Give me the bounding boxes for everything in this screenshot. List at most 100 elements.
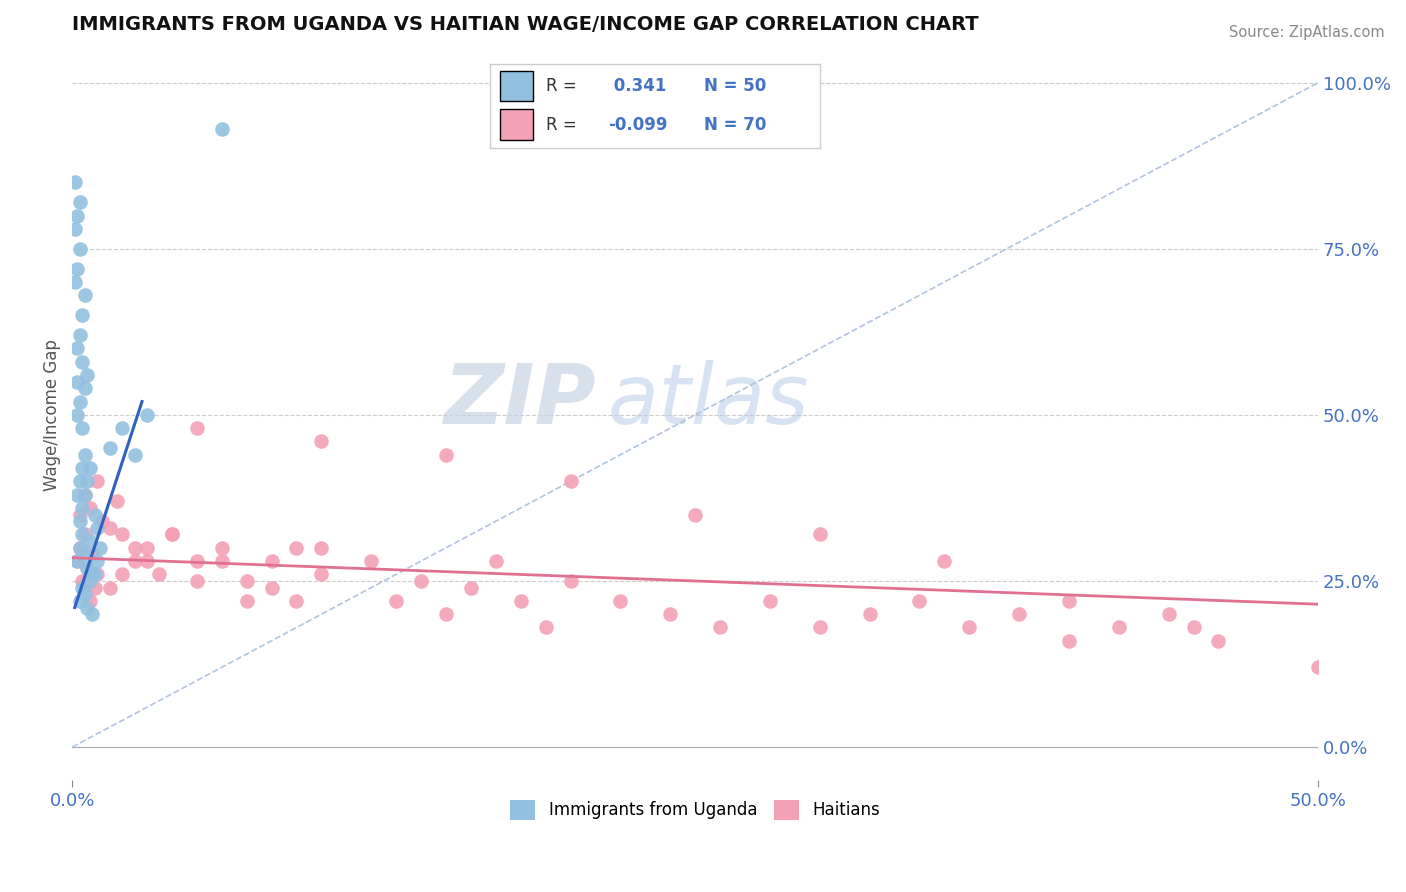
Point: [385, 594, 408, 608]
Point: [69, 508, 91, 522]
Point: [83, 508, 105, 522]
Point: [73, 487, 96, 501]
Point: [1008, 607, 1031, 622]
Point: [186, 554, 208, 568]
Point: [91, 514, 114, 528]
Point: [86, 567, 108, 582]
Point: [66, 554, 89, 568]
Point: [70, 421, 93, 435]
Point: [89, 541, 111, 555]
Point: [98, 521, 121, 535]
Point: [1182, 620, 1205, 634]
Point: [73, 548, 96, 562]
Point: [86, 475, 108, 489]
Point: [609, 594, 631, 608]
Point: [79, 461, 101, 475]
Text: IMMIGRANTS FROM UGANDA VS HAITIAN WAGE/INCOME GAP CORRELATION CHART: IMMIGRANTS FROM UGANDA VS HAITIAN WAGE/I…: [72, 15, 979, 34]
Point: [186, 574, 208, 588]
Point: [70, 527, 93, 541]
Point: [86, 554, 108, 568]
Point: [148, 567, 170, 582]
Point: [76, 600, 98, 615]
Point: [83, 581, 105, 595]
Point: [311, 434, 333, 449]
Point: [73, 527, 96, 541]
Point: [859, 607, 882, 622]
Point: [659, 607, 682, 622]
Point: [73, 448, 96, 462]
Point: [73, 381, 96, 395]
Point: [66, 342, 89, 356]
Point: [76, 560, 98, 574]
Point: [66, 261, 89, 276]
Point: [70, 308, 93, 322]
Point: [69, 541, 91, 555]
Point: [79, 534, 101, 549]
Point: [808, 527, 831, 541]
Point: [66, 209, 89, 223]
Point: [211, 554, 233, 568]
Point: [82, 607, 104, 622]
Point: [66, 487, 89, 501]
Point: [79, 500, 101, 515]
Point: [136, 408, 159, 422]
Point: [260, 554, 283, 568]
Point: [509, 594, 531, 608]
Point: [98, 441, 121, 455]
Point: [560, 475, 582, 489]
Point: [66, 408, 89, 422]
Point: [70, 355, 93, 369]
Point: [69, 475, 91, 489]
Point: [160, 527, 183, 541]
Point: [70, 500, 93, 515]
Point: [534, 620, 557, 634]
Point: [260, 581, 283, 595]
Point: [63, 275, 86, 289]
Point: [1308, 660, 1330, 674]
Point: [560, 574, 582, 588]
Point: [285, 594, 308, 608]
Point: [111, 527, 134, 541]
Point: [79, 574, 101, 588]
Point: [211, 122, 233, 136]
Point: [76, 368, 98, 382]
Point: [311, 567, 333, 582]
Point: [83, 567, 105, 582]
Point: [73, 587, 96, 601]
Point: [1157, 607, 1180, 622]
Point: [1057, 633, 1080, 648]
Point: [66, 375, 89, 389]
Point: [73, 487, 96, 501]
Point: [79, 594, 101, 608]
Point: [434, 607, 457, 622]
Point: [124, 541, 146, 555]
Point: [124, 554, 146, 568]
Point: [460, 581, 482, 595]
Point: [186, 421, 208, 435]
Point: [82, 567, 104, 582]
Point: [1057, 594, 1080, 608]
Y-axis label: Wage/Income Gap: Wage/Income Gap: [44, 339, 60, 491]
Point: [311, 541, 333, 555]
Point: [70, 461, 93, 475]
Point: [485, 554, 508, 568]
Point: [70, 581, 93, 595]
Point: [69, 514, 91, 528]
Point: [957, 620, 980, 634]
Point: [69, 242, 91, 256]
Point: [235, 574, 257, 588]
Point: [434, 448, 457, 462]
Point: [409, 574, 432, 588]
Point: [69, 594, 91, 608]
Point: [69, 328, 91, 343]
Point: [111, 567, 134, 582]
Point: [1208, 633, 1230, 648]
Point: [73, 288, 96, 302]
Point: [136, 554, 159, 568]
Point: [63, 222, 86, 236]
Point: [86, 521, 108, 535]
Point: [66, 554, 89, 568]
Text: Source: ZipAtlas.com: Source: ZipAtlas.com: [1229, 25, 1385, 40]
Point: [136, 541, 159, 555]
Point: [285, 541, 308, 555]
